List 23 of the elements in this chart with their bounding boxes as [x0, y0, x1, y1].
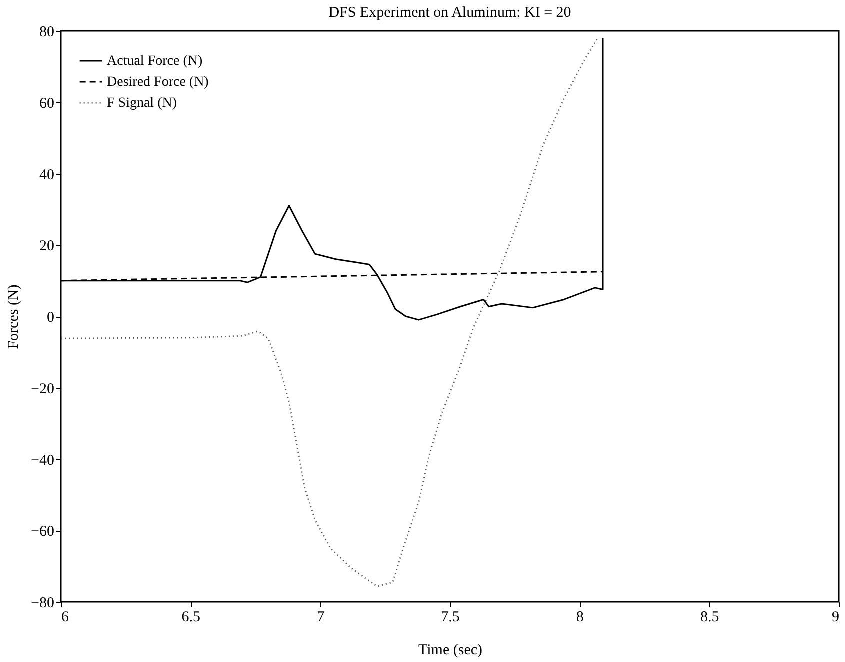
- y-tick-label: −60: [31, 524, 54, 540]
- y-tick-label: 60: [40, 96, 54, 112]
- y-tick-label: −20: [31, 381, 54, 398]
- x-tick-label: 6: [62, 610, 70, 626]
- x-tick-label: 9: [832, 610, 840, 626]
- y-tick-label: 20: [40, 238, 54, 255]
- legend-label: Actual Force (N): [107, 54, 203, 69]
- y-tick-label: −40: [31, 452, 54, 469]
- x-tick-label: 6.5: [182, 610, 201, 626]
- line-series: [61, 37, 599, 588]
- legend-label: F Signal (N): [107, 96, 178, 111]
- y-tick-label: −80: [31, 596, 54, 612]
- x-tick-label: 8: [576, 610, 584, 626]
- x-tick-label: 7.5: [441, 610, 460, 626]
- x-axis-title: Time (sec): [418, 642, 483, 658]
- y-tick-label: 0: [47, 310, 54, 326]
- chart-title: DFS Experiment on Aluminum: KI = 20: [328, 5, 572, 21]
- y-tick-label: 80: [40, 24, 54, 40]
- x-tick-label: 8.5: [700, 610, 720, 626]
- x-tick-label: 7: [317, 610, 326, 626]
- y-tick-label: 40: [40, 167, 54, 184]
- y-axis-title: Forces (N): [6, 284, 22, 350]
- legend-label: Desired Force (N): [107, 75, 210, 90]
